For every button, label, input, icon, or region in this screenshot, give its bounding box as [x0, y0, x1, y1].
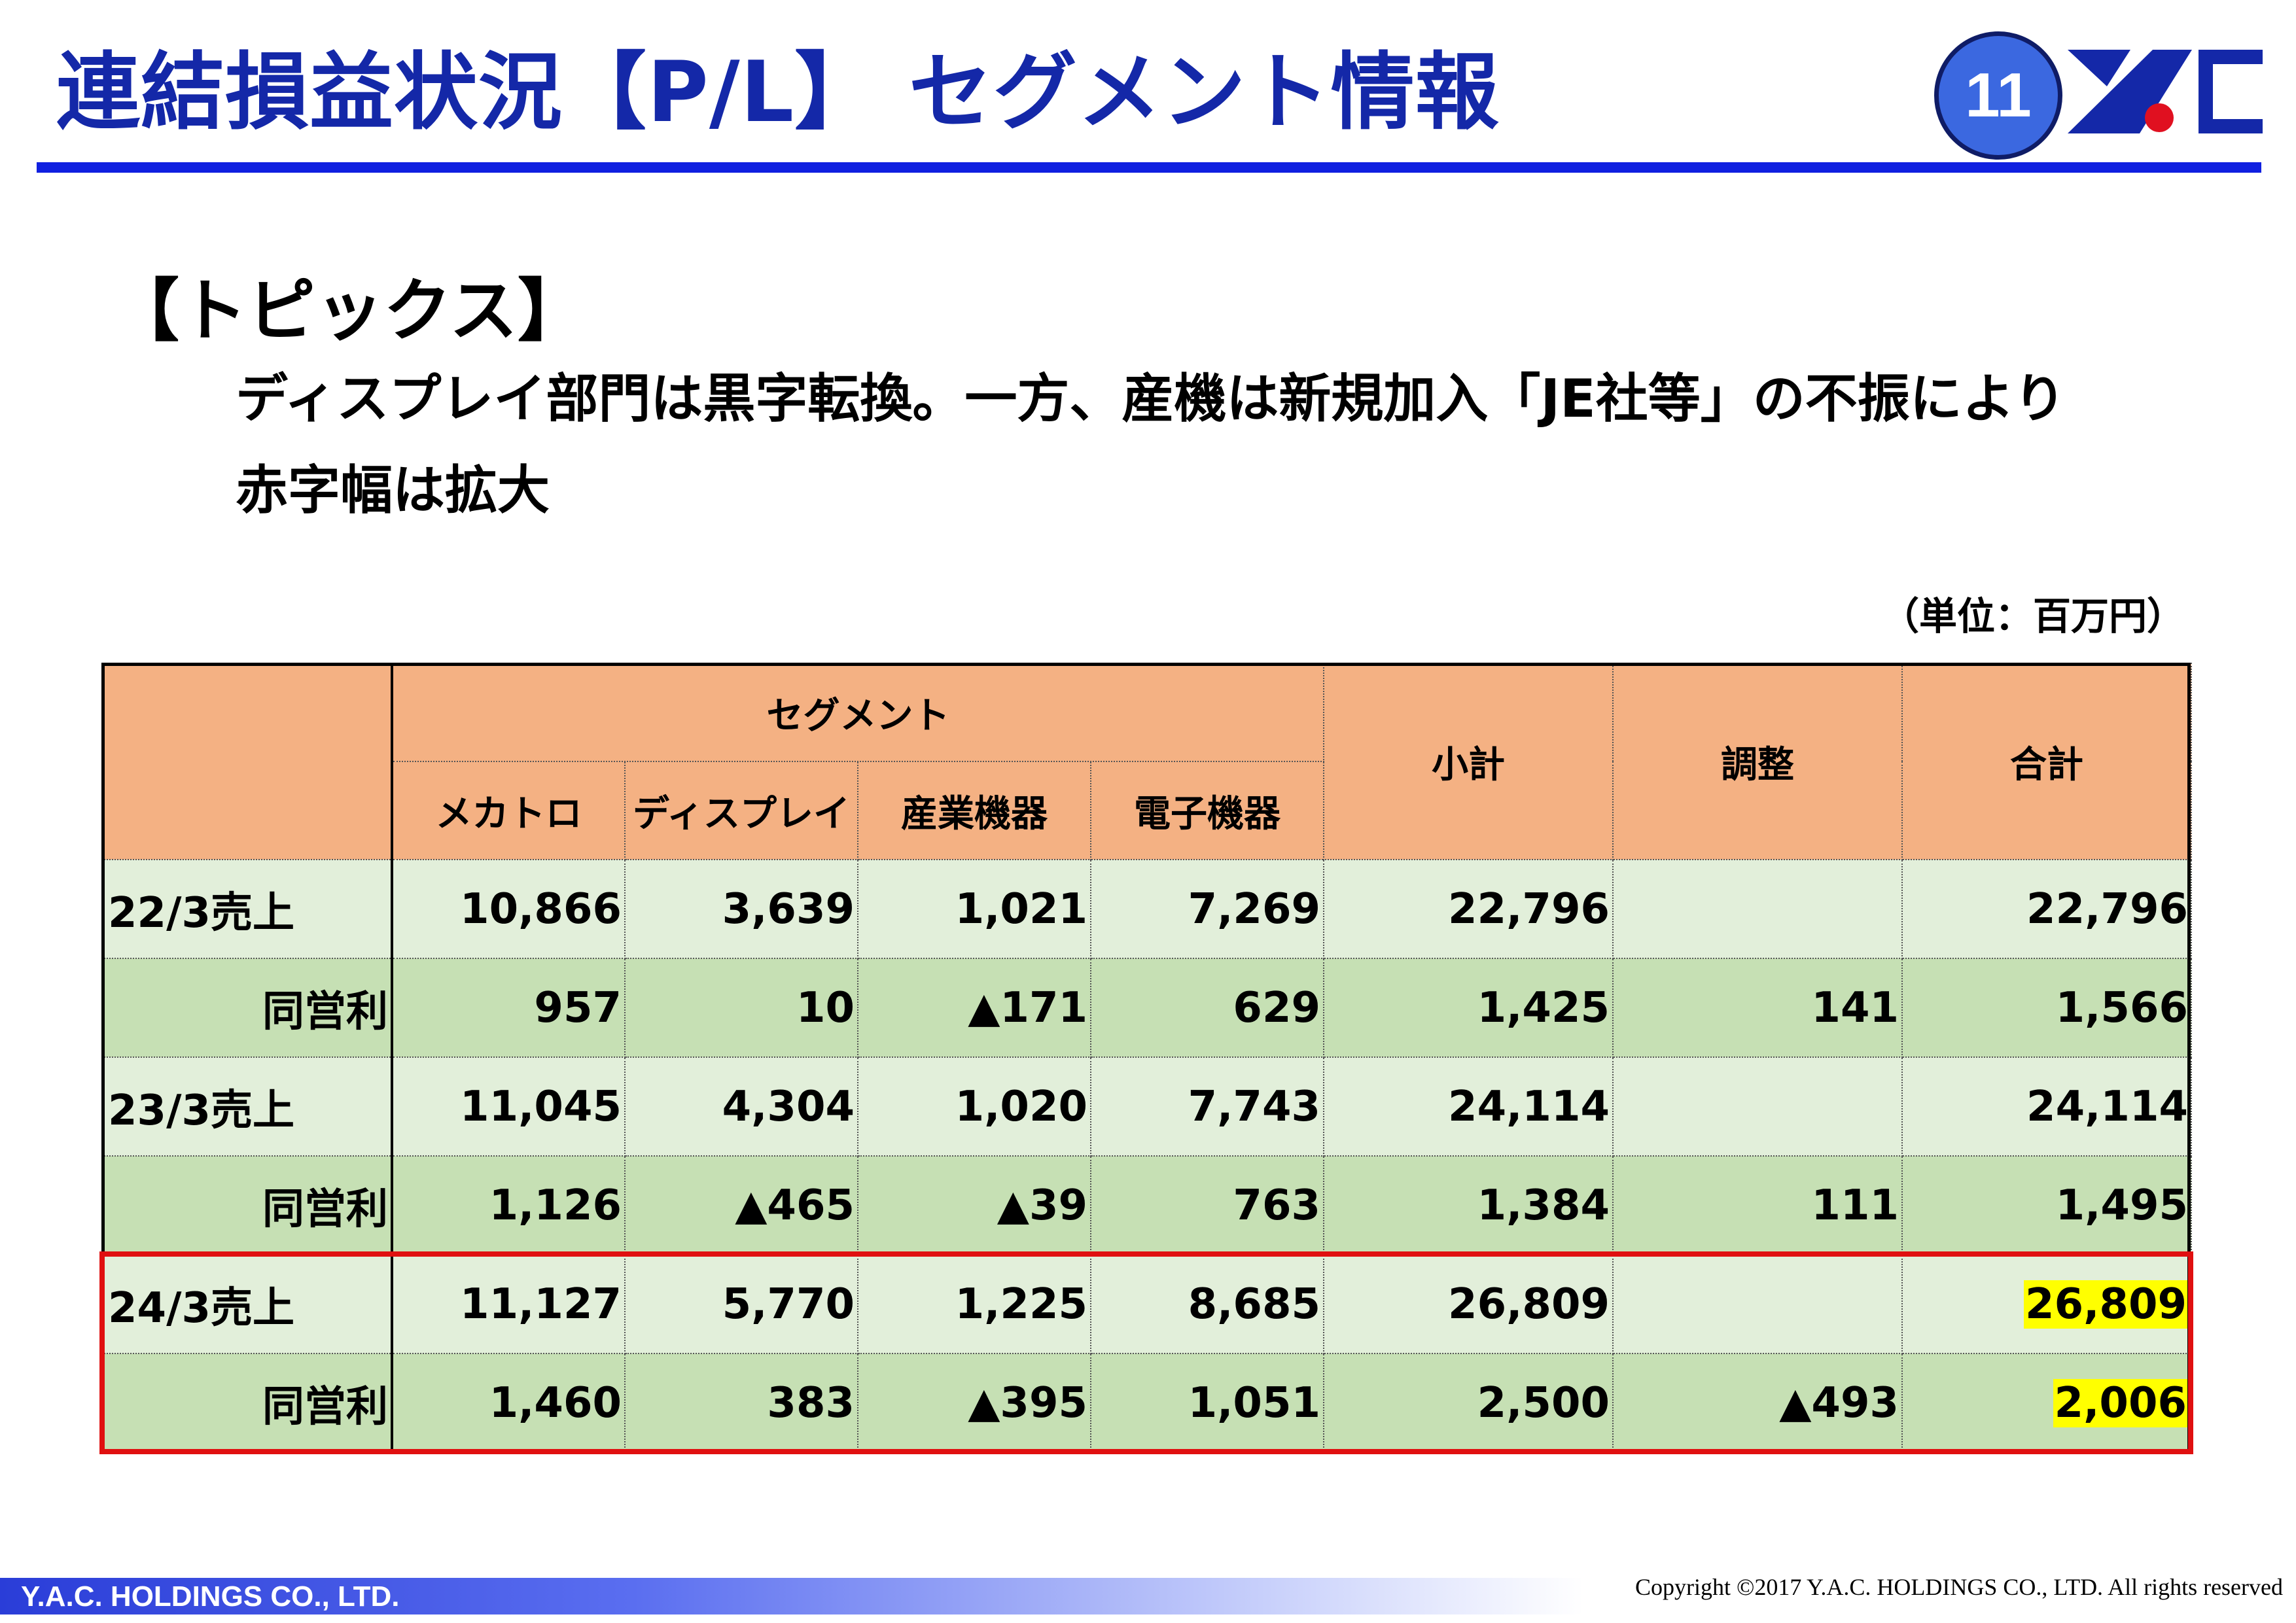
- header-industrial: 産業機器: [857, 761, 1091, 860]
- cell-value: 1,225: [857, 1254, 1091, 1354]
- topics-line-1: ディスプレイ部門は黒字転換。一方、産機は新規加入「JE社等」の不振により: [236, 368, 2066, 429]
- header-adjustment: 調整: [1612, 663, 1903, 860]
- cell-value: ▲465: [624, 1155, 858, 1255]
- cell-value: 11,045: [391, 1056, 626, 1157]
- cell-value: 1,384: [1323, 1155, 1614, 1255]
- row-label: 22/3売上: [101, 859, 393, 959]
- cell-value: 2,500: [1323, 1353, 1614, 1453]
- cell-value: 24,114: [1901, 1056, 2192, 1157]
- cell-value: [1612, 859, 1903, 959]
- cell-value: 1,051: [1090, 1353, 1324, 1453]
- table-row: 同営利 1,460 383 ▲395 1,051 2,500 ▲493 2,00…: [101, 1353, 2192, 1453]
- cell-value: 111: [1612, 1155, 1903, 1255]
- page-title: 連結損益状況【P/L】 セグメント情報: [56, 44, 1500, 141]
- header-corner-cell: [101, 663, 393, 860]
- cell-value: [1612, 1056, 1903, 1157]
- cell-value: 5,770: [624, 1254, 858, 1354]
- cell-value: ▲39: [857, 1155, 1091, 1255]
- topics-line-2: 赤字幅は拡大: [236, 460, 550, 521]
- cell-value: ▲493: [1612, 1353, 1903, 1453]
- footer-company: Y.A.C. HOLDINGS CO., LTD.: [21, 1580, 400, 1613]
- highlighted-total-cell: 26,809: [1901, 1254, 2192, 1354]
- table-row: 同営利 957 10 ▲171 629 1,425 141 1,566: [101, 958, 2192, 1058]
- row-label: 同営利: [101, 958, 393, 1058]
- table-row: 24/3売上 11,127 5,770 1,225 8,685 26,809 2…: [101, 1254, 2192, 1354]
- table-row: 同営利 1,126 ▲465 ▲39 763 1,384 111 1,495: [101, 1155, 2192, 1255]
- page-number-badge: 11: [1934, 31, 2062, 160]
- cell-value: 26,809: [1323, 1254, 1614, 1354]
- table-row: 23/3売上 11,045 4,304 1,020 7,743 24,114 2…: [101, 1056, 2192, 1157]
- cell-value: 10: [624, 958, 858, 1058]
- cell-value: 22,796: [1901, 859, 2192, 959]
- title-rule: [37, 162, 2261, 173]
- highlighted-value: 26,809: [2024, 1280, 2188, 1329]
- yac-logo-icon: [2068, 50, 2263, 133]
- cell-value: 4,304: [624, 1056, 858, 1157]
- header-subtotal: 小計: [1323, 663, 1614, 860]
- page-number: 11: [1965, 60, 2032, 130]
- cell-value: 1,460: [391, 1353, 626, 1453]
- header-display: ディスプレイ: [624, 761, 858, 860]
- segment-table: セグメント 小計 調整 合計 メカトロ ディスプレイ 産業機器 電子機器 22/…: [101, 663, 2192, 1453]
- header-total: 合計: [1901, 663, 2192, 860]
- footer-bar: [0, 1578, 1583, 1614]
- cell-value: 10,866: [391, 859, 626, 959]
- cell-value: 7,269: [1090, 859, 1324, 959]
- copyright: Copyright ©2017 Y.A.C. HOLDINGS CO., LTD…: [1635, 1574, 2283, 1600]
- cell-value: 1,425: [1323, 958, 1614, 1058]
- cell-value: ▲395: [857, 1353, 1091, 1453]
- cell-value: 763: [1090, 1155, 1324, 1255]
- cell-value: 1,126: [391, 1155, 626, 1255]
- cell-value: 7,743: [1090, 1056, 1324, 1157]
- cell-value: 8,685: [1090, 1254, 1324, 1354]
- row-label: 同営利: [101, 1155, 393, 1255]
- cell-value: 141: [1612, 958, 1903, 1058]
- topics-heading: 【トピックス】: [111, 271, 586, 351]
- header-mechatro: メカトロ: [391, 761, 626, 860]
- highlighted-total-cell: 2,006: [1901, 1353, 2192, 1453]
- row-label: 同営利: [101, 1353, 393, 1453]
- cell-value: 1,495: [1901, 1155, 2192, 1255]
- cell-value: 3,639: [624, 859, 858, 959]
- cell-value: 22,796: [1323, 859, 1614, 959]
- cell-value: 11,127: [391, 1254, 626, 1354]
- cell-value: 1,020: [857, 1056, 1091, 1157]
- header-electronics: 電子機器: [1090, 761, 1324, 860]
- cell-value: [1612, 1254, 1903, 1354]
- cell-value: 1,566: [1901, 958, 2192, 1058]
- topics-text: ディスプレイ部門は黒字転換。一方、産機は新規加入「JE社等」の不振により 赤字幅…: [236, 353, 2066, 536]
- cell-value: 24,114: [1323, 1056, 1614, 1157]
- highlighted-value: 2,006: [2053, 1378, 2188, 1427]
- cell-value: ▲171: [857, 958, 1091, 1058]
- cell-value: 957: [391, 958, 626, 1058]
- cell-value: 629: [1090, 958, 1324, 1058]
- unit-label: （単位：百万円）: [1881, 594, 2185, 638]
- row-label: 23/3売上: [101, 1056, 393, 1157]
- cell-value: 383: [624, 1353, 858, 1453]
- header-segment: セグメント: [391, 663, 1324, 762]
- cell-value: 1,021: [857, 859, 1091, 959]
- row-label: 24/3売上: [101, 1254, 393, 1354]
- table-row: 22/3売上 10,866 3,639 1,021 7,269 22,796 2…: [101, 859, 2192, 959]
